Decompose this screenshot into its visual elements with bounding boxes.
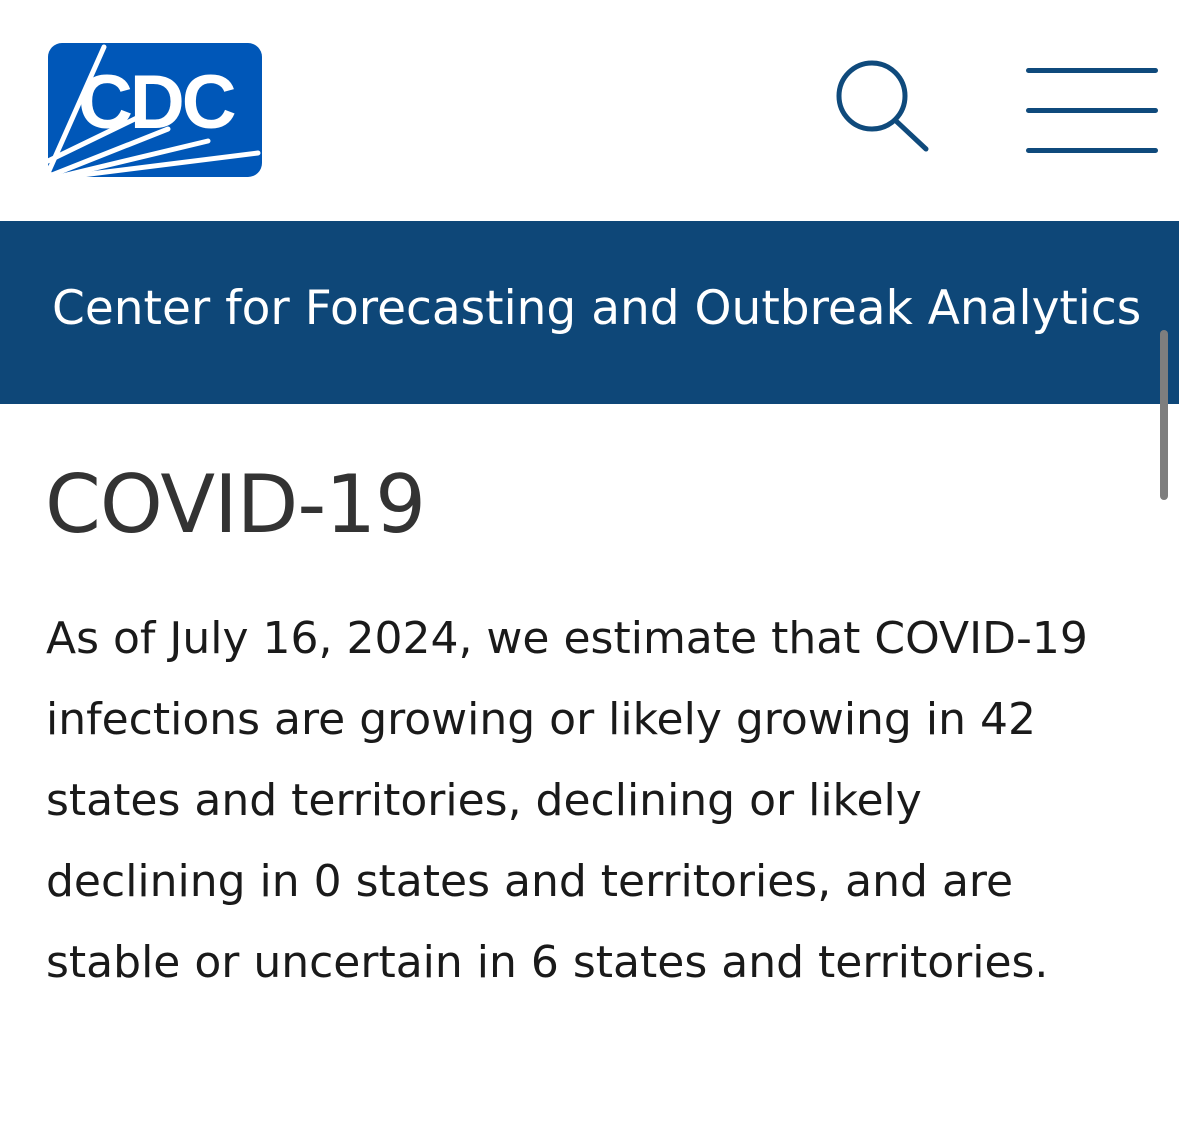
site-header: CDC	[0, 0, 1179, 221]
cdc-logo[interactable]: CDC	[48, 43, 262, 177]
scrollbar-thumb[interactable]	[1160, 330, 1168, 500]
logo-text: CDC	[78, 60, 237, 145]
menu-button[interactable]	[1024, 66, 1160, 156]
cdc-logo-mark	[48, 43, 262, 177]
menu-line-top	[1026, 68, 1158, 73]
search-icon	[836, 60, 929, 152]
search-button[interactable]	[834, 58, 932, 156]
summary-paragraph: As of July 16, 2024, we estimate that CO…	[46, 613, 1088, 988]
menu-line-middle	[1026, 108, 1158, 113]
menu-line-bottom	[1026, 148, 1158, 153]
banner-title[interactable]: Center for Forecasting and Outbreak Anal…	[52, 281, 1142, 336]
page-title: COVID-19	[45, 458, 426, 551]
center-banner: Center for Forecasting and Outbreak Anal…	[0, 221, 1179, 404]
